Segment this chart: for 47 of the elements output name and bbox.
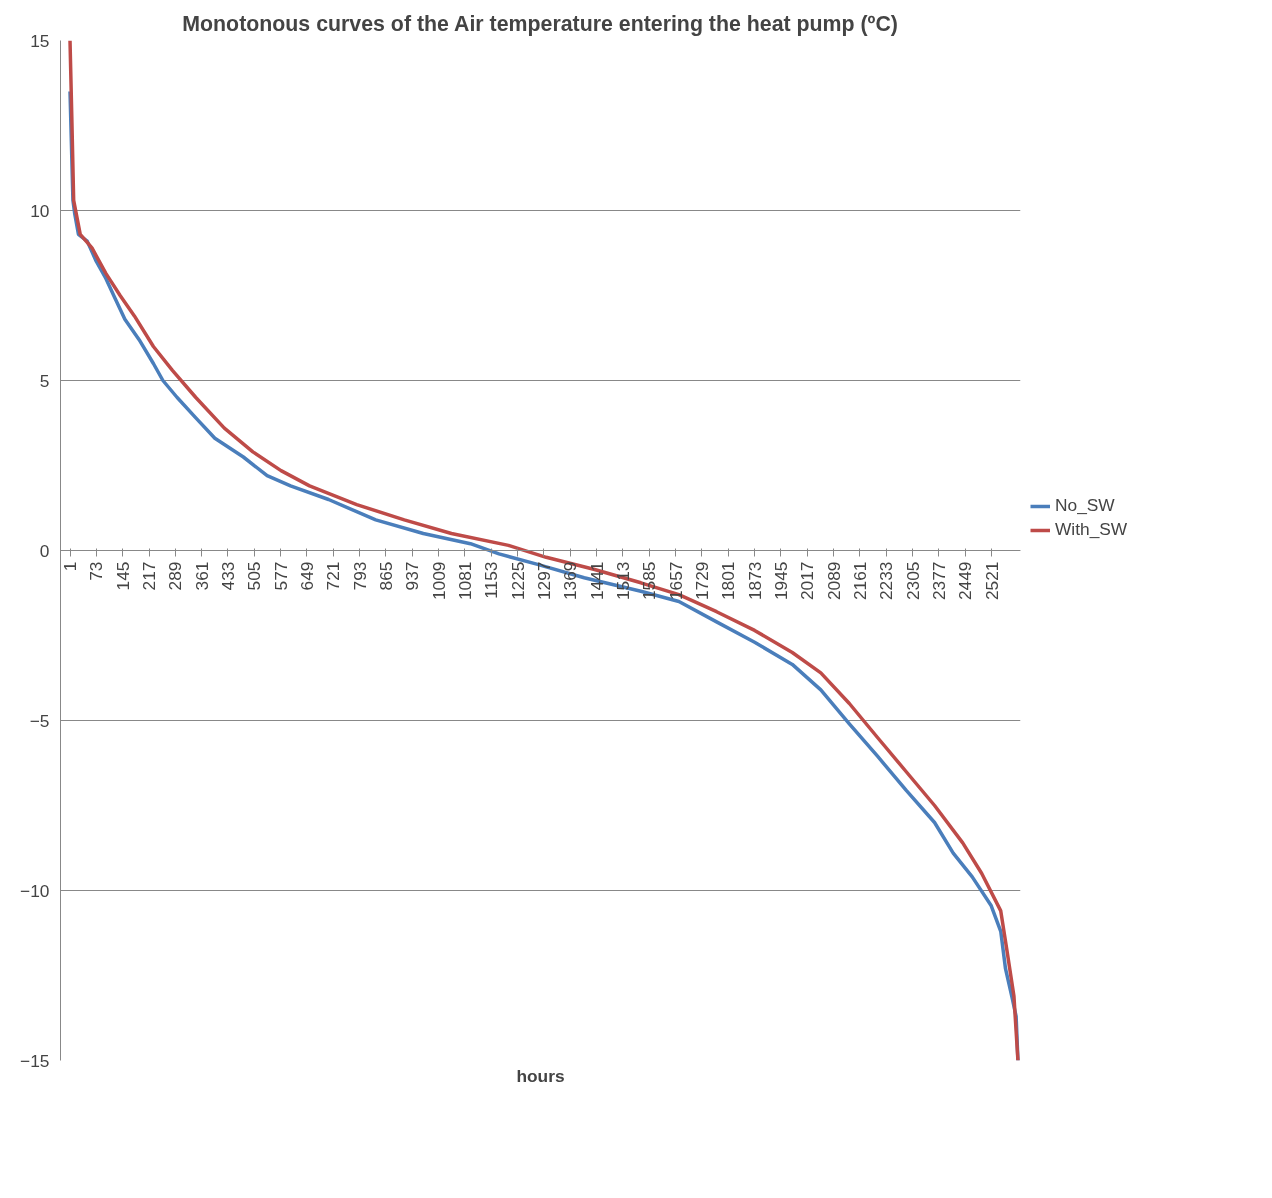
y-tick-label: −5 <box>29 710 50 731</box>
x-tick-label: 649 <box>296 561 317 591</box>
chart-title: Monotonous curves of the Air temperature entering the heat pump (ºC) <box>182 11 898 36</box>
x-tick-label: 1801 <box>718 561 739 601</box>
x-tick-label: 1297 <box>533 561 554 601</box>
x-tick-label: 289 <box>165 561 186 591</box>
y-tick-label: 5 <box>39 370 50 391</box>
x-axis-title: hours <box>516 1065 565 1086</box>
x-tick-label: 217 <box>139 561 159 591</box>
x-tick-label: 2161 <box>849 561 870 601</box>
x-tick-label: 1513 <box>612 561 633 601</box>
x-tick-label: 577 <box>270 561 291 591</box>
x-tick-label: 793 <box>349 561 370 591</box>
x-tick-label: 2233 <box>876 561 897 601</box>
legend-label: No_SW <box>1055 495 1115 516</box>
x-tick-label: 2449 <box>955 561 976 601</box>
legend-label: With_SW <box>1055 519 1128 540</box>
x-tick-label: 1225 <box>507 561 528 601</box>
x-tick-label: 73 <box>86 561 107 581</box>
x-tick-label: 1873 <box>744 561 765 601</box>
x-tick-label: 433 <box>218 561 238 591</box>
x-tick-label: 1153 <box>481 561 502 599</box>
x-tick-label: 2521 <box>981 561 1002 601</box>
x-tick-label: 2089 <box>823 561 844 601</box>
x-tick-label: 1009 <box>428 561 449 601</box>
x-tick-label: 1081 <box>454 561 475 601</box>
x-tick-label: 1 <box>60 561 81 572</box>
x-tick-label: 145 <box>112 561 133 591</box>
y-tick-label: 0 <box>39 540 50 561</box>
x-tick-label: 937 <box>402 561 423 591</box>
y-tick-label: −15 <box>20 1050 50 1071</box>
x-tick-label: 2305 <box>902 561 923 601</box>
y-tick-label: 15 <box>30 30 50 51</box>
x-tick-label: 1585 <box>639 561 660 601</box>
x-tick-label: 361 <box>191 561 212 591</box>
x-tick-label: 505 <box>244 561 265 591</box>
x-tick-label: 2377 <box>928 561 949 601</box>
x-tick-label: 1441 <box>586 561 607 601</box>
x-tick-label: 2017 <box>797 561 818 601</box>
x-tick-label: 865 <box>375 561 396 591</box>
x-tick-label: 1729 <box>691 561 712 601</box>
y-tick-label: −10 <box>20 880 50 901</box>
x-tick-label: 721 <box>323 561 344 591</box>
x-tick-label: 1657 <box>665 561 686 601</box>
x-tick-label: 1369 <box>560 561 581 601</box>
y-tick-label: 10 <box>30 200 50 221</box>
x-tick-label: 1945 <box>770 561 791 601</box>
